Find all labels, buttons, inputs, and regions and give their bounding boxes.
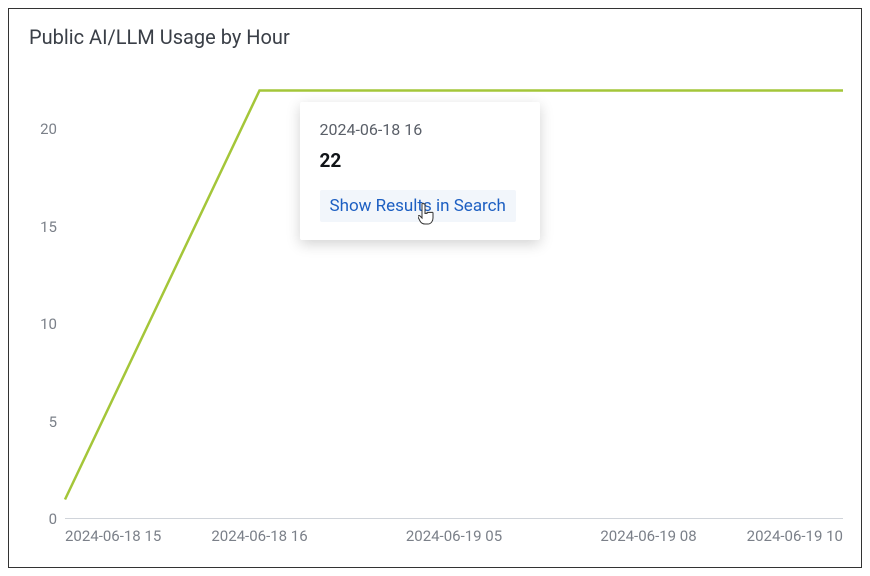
plot-area: 2024-06-18 16 22 Show Results in Search … — [65, 71, 843, 519]
y-tick: 0 — [25, 510, 57, 528]
show-results-link[interactable]: Show Results in Search — [320, 190, 516, 222]
x-tick: 2024-06-19 08 — [600, 527, 696, 545]
y-tick: 5 — [25, 413, 57, 431]
y-tick: 15 — [25, 218, 57, 236]
chart-tooltip: 2024-06-18 16 22 Show Results in Search — [300, 102, 540, 240]
y-tick: 10 — [25, 315, 57, 333]
tooltip-date: 2024-06-18 16 — [320, 120, 520, 139]
x-tick: 2024-06-18 16 — [211, 527, 307, 545]
x-tick: 2024-06-19 05 — [406, 527, 502, 545]
x-tick: 2024-06-18 15 — [65, 527, 161, 545]
chart-title: Public AI/LLM Usage by Hour — [29, 25, 290, 49]
x-tick: 2024-06-19 10 — [747, 527, 843, 545]
tooltip-value: 22 — [320, 149, 520, 172]
y-tick: 20 — [25, 120, 57, 138]
chart-panel: Public AI/LLM Usage by Hour 2024-06-18 1… — [8, 8, 862, 568]
